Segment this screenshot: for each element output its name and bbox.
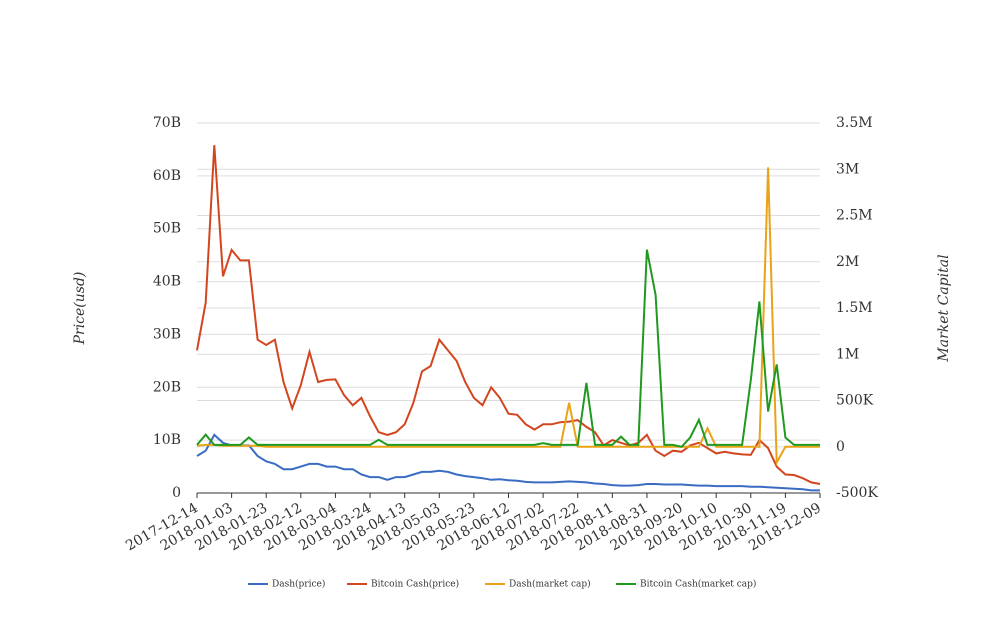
y2-tick-label: 1.5M [836, 300, 873, 316]
y2-tick-label: 3M [836, 161, 859, 177]
legend-label: Bitcoin Cash(price) [371, 579, 459, 590]
series-line [196, 167, 820, 467]
y-tick-label: 40B [153, 274, 181, 290]
y-tick-label: 50B [153, 221, 181, 237]
y-tick-label: 60B [153, 168, 181, 184]
y2-tick-label: 1M [836, 346, 859, 362]
y-tick-label: 10B [153, 432, 181, 448]
y-tick-label: 70B [153, 115, 181, 131]
series-line [196, 433, 820, 492]
y2-tick-label: 2M [836, 254, 859, 270]
legend-label: Dash(price) [272, 579, 325, 590]
y2-tick-label: 2.5M [836, 208, 873, 224]
y2-axis-title: Market Capital [936, 254, 952, 362]
series-line [196, 145, 821, 485]
y2-tick-label: 0 [836, 439, 845, 455]
series-line [196, 249, 820, 448]
y-tick-label: 0 [172, 485, 181, 501]
y-axis-title: Price(usd) [72, 272, 88, 346]
y2-tick-label: 500K [836, 393, 874, 409]
y-tick-label: 20B [153, 379, 181, 395]
y2-tick-label: 3.5M [836, 115, 873, 131]
y-tick-label: 30B [153, 326, 181, 342]
legend-label: Bitcoin Cash(market cap) [640, 579, 756, 590]
legend-label: Dash(market cap) [509, 579, 591, 590]
y2-tick-label: -500K [836, 485, 878, 501]
